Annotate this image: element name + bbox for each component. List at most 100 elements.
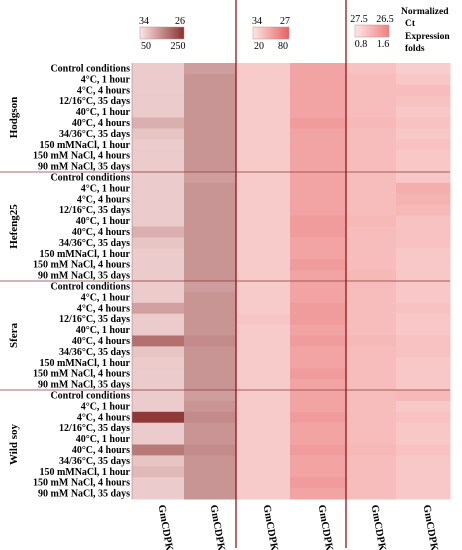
heatmap-cell — [132, 128, 185, 140]
heatmap-cell — [346, 161, 397, 173]
heatmap-cell — [132, 161, 185, 173]
heatmap-cell — [290, 237, 347, 249]
heatmap-cell — [396, 193, 451, 206]
heatmap-cell — [396, 411, 451, 424]
heatmap-cell — [184, 455, 237, 467]
heatmap-cell — [290, 270, 347, 282]
condition-label: 4°C, 1 hour — [81, 183, 131, 194]
heatmap-cell — [396, 400, 451, 413]
heatmap-cell — [132, 379, 185, 391]
heatmap-cell — [346, 411, 397, 424]
heatmap-cell — [290, 128, 347, 140]
heatmap-cell — [396, 150, 451, 162]
condition-label: 90 mM NaCl, 35 days — [38, 162, 130, 173]
heatmap-cell — [396, 368, 451, 380]
heatmap-cell — [346, 455, 397, 467]
heatmap-cell — [236, 139, 291, 151]
heatmap-cell — [236, 281, 291, 293]
condition-label: 40°C, 1 hour — [76, 325, 131, 336]
heatmap-cell — [396, 106, 451, 118]
heatmap-cell — [290, 335, 347, 347]
condition-label: 40°C, 1 hour — [76, 216, 131, 227]
heatmap-cell — [346, 215, 397, 227]
heatmap-cell — [236, 422, 291, 435]
heatmap-cell — [396, 63, 451, 75]
legend-title: Normalized — [401, 7, 449, 17]
heatmap-cell — [236, 488, 291, 500]
heatmap-cell — [290, 248, 347, 260]
heatmap-cell — [184, 161, 237, 173]
heatmap-cell — [184, 335, 237, 347]
heatmap-cell — [236, 63, 291, 75]
heatmap-cell — [184, 390, 237, 402]
gene-label: GmCDPK10 — [261, 504, 282, 550]
heatmap-cell — [132, 106, 185, 118]
heatmap-cell — [132, 357, 185, 369]
heatmap-cell — [290, 182, 347, 195]
heatmap-cell — [132, 226, 185, 238]
heatmap-cell — [290, 106, 347, 118]
heatmap-cell — [290, 444, 347, 456]
heatmap-cell — [346, 379, 397, 391]
heatmap-cell — [346, 291, 397, 304]
heatmap-cell — [184, 270, 237, 282]
heatmap-cell — [290, 433, 347, 445]
heatmap-cell — [346, 281, 397, 293]
heatmap-cell — [132, 150, 185, 162]
heatmap-cell — [346, 259, 397, 271]
heatmap-cell — [184, 150, 237, 162]
heatmap-cell — [396, 259, 451, 271]
heatmap-cell — [290, 488, 347, 500]
heatmap-cell — [184, 182, 237, 195]
heatmap-cell — [290, 95, 347, 108]
legend-fold-tick: 250 — [171, 41, 186, 52]
heatmap-cell — [132, 477, 185, 489]
heatmap-cell — [184, 422, 237, 435]
heatmap-cell — [396, 73, 451, 86]
condition-label: 4°C, 4 hours — [77, 412, 130, 423]
heatmap-cell — [132, 368, 185, 380]
heatmap-cell — [236, 161, 291, 173]
heatmap-cell — [184, 324, 237, 336]
heatmap-cell — [132, 182, 185, 195]
heatmap-cell — [346, 73, 397, 86]
heatmap-cell — [290, 291, 347, 304]
heatmap-cell — [236, 193, 291, 206]
heatmap-cell — [396, 117, 451, 129]
heatmap-cell — [346, 237, 397, 249]
heatmap-cell — [346, 182, 397, 195]
legend-fold-tick: 50 — [141, 41, 151, 52]
heatmap-cell — [236, 324, 291, 336]
heatmap-cell — [346, 368, 397, 380]
heatmap-cell — [396, 226, 451, 238]
condition-label: 150 mMNaCl, 1 hour — [39, 140, 130, 151]
heatmap-cell — [184, 73, 237, 86]
heatmap-cell — [290, 368, 347, 380]
heatmap-cell — [346, 302, 397, 315]
heatmap-cell — [346, 270, 397, 282]
heatmap-cell — [184, 172, 237, 184]
legend-ct-tick: 26 — [175, 16, 185, 27]
heatmap-cell — [346, 193, 397, 206]
condition-label: Control conditions — [50, 390, 130, 401]
heatmap-cell — [132, 324, 185, 336]
heatmap-cell — [132, 215, 185, 227]
heatmap-cell — [290, 259, 347, 271]
heatmap-cell — [236, 95, 291, 108]
condition-label: 40°C, 4 hours — [72, 445, 130, 456]
heatmap-cell — [290, 455, 347, 467]
heatmap-cell — [184, 84, 237, 97]
heatmap-cell — [290, 346, 347, 358]
condition-label: 12/16°C, 35 days — [59, 423, 130, 434]
heatmap-cell — [396, 302, 451, 315]
heatmap-cell — [396, 335, 451, 347]
condition-label: 150 mM NaCl, 4 hours — [33, 478, 130, 489]
heatmap-cell — [132, 281, 185, 293]
heatmap-cell — [132, 455, 185, 467]
heatmap-cell — [184, 346, 237, 358]
heatmap-cell — [290, 161, 347, 173]
heatmap-cell — [236, 313, 291, 326]
heatmap-cell — [346, 117, 397, 129]
heatmap-cell — [236, 291, 291, 304]
